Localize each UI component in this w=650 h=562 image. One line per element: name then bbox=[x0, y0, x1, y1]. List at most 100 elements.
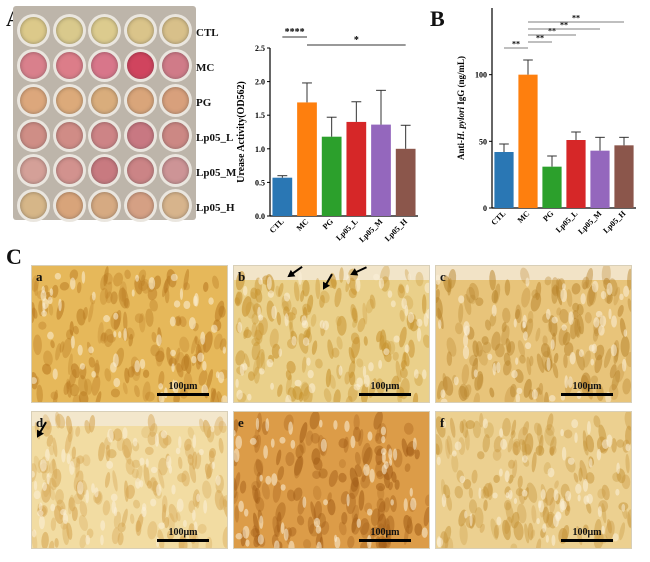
significance-label: **** bbox=[285, 27, 305, 38]
y-tick-label: 2.5 bbox=[255, 44, 265, 53]
micrograph-f: f 100μm bbox=[435, 411, 632, 549]
plate-well bbox=[88, 154, 121, 187]
x-tick-label: CTL bbox=[268, 217, 286, 235]
significance-label: ** bbox=[560, 21, 568, 30]
y-tick-label: 100 bbox=[475, 71, 487, 80]
plate-well bbox=[123, 49, 157, 82]
panel-label-b: B bbox=[430, 6, 445, 31]
y-axis-label: Urease Activity(OD562) bbox=[236, 81, 247, 183]
plate-well bbox=[52, 154, 86, 187]
plate-well bbox=[123, 154, 157, 187]
x-tick-label: Lp05_M bbox=[576, 209, 603, 236]
micrograph-letter: e bbox=[238, 415, 244, 430]
micrograph-letter: d bbox=[36, 415, 44, 430]
plate-well bbox=[17, 189, 50, 222]
panel-label-c: C bbox=[6, 244, 22, 269]
plate-well bbox=[159, 84, 192, 117]
scale-bar: 100μm bbox=[359, 527, 411, 542]
plate-row-label: MC bbox=[196, 62, 215, 74]
bar bbox=[272, 177, 293, 216]
significance-label: ** bbox=[572, 14, 580, 23]
x-tick-label: Lp05_H bbox=[383, 217, 410, 243]
plate-row-label: PG bbox=[196, 97, 212, 109]
plate-well bbox=[159, 119, 192, 152]
plate-well bbox=[123, 14, 157, 47]
plate-well bbox=[88, 14, 121, 47]
bar bbox=[614, 145, 634, 208]
x-tick-label: Lp05_L bbox=[554, 209, 580, 235]
bar bbox=[321, 136, 342, 216]
micrograph-d: d 100μm bbox=[31, 411, 228, 549]
arrow-icon bbox=[323, 273, 333, 290]
arrow-icon bbox=[287, 266, 303, 278]
x-tick-label: PG bbox=[541, 209, 555, 223]
significance-label: ** bbox=[548, 27, 556, 36]
x-tick-label: CTL bbox=[489, 209, 507, 227]
arrow-icon bbox=[37, 421, 47, 438]
y-tick-label: 0.0 bbox=[255, 212, 265, 221]
micrograph-letter: f bbox=[440, 415, 445, 430]
scale-bar: 100μm bbox=[157, 381, 209, 396]
x-tick-label: Lp05_M bbox=[357, 217, 384, 243]
plate-well bbox=[17, 119, 50, 152]
plate-well bbox=[52, 84, 86, 117]
bar bbox=[494, 152, 514, 208]
micrograph-e: e 100μm bbox=[233, 411, 430, 549]
bar bbox=[346, 121, 367, 216]
y-tick-label: 2.0 bbox=[255, 78, 265, 87]
plate-well bbox=[17, 154, 50, 187]
micrograph-letter: c bbox=[440, 269, 446, 284]
plate-well bbox=[17, 14, 50, 47]
y-tick-label: 1.5 bbox=[255, 111, 265, 120]
plate-well bbox=[123, 84, 157, 117]
bar bbox=[542, 166, 562, 208]
micrograph-letter: a bbox=[36, 269, 43, 284]
scale-bar-label: 100μm bbox=[572, 381, 602, 392]
x-tick-label: Lp05_L bbox=[334, 217, 360, 243]
x-tick-label: MC bbox=[516, 209, 532, 225]
y-tick-label: 50 bbox=[479, 137, 487, 146]
plate-well bbox=[123, 119, 157, 152]
scale-bar: 100μm bbox=[359, 381, 411, 396]
scale-bar-label: 100μm bbox=[572, 527, 602, 538]
significance-label: ** bbox=[536, 34, 544, 43]
scale-bar: 100μm bbox=[561, 381, 613, 396]
micrograph-letter: b bbox=[238, 269, 246, 284]
x-tick-label: PG bbox=[321, 217, 335, 231]
arrow-icon bbox=[350, 266, 367, 276]
well-plate-photo bbox=[13, 6, 196, 222]
plate-row-label: Lp05_L bbox=[196, 132, 234, 144]
y-tick-label: 1.0 bbox=[255, 145, 265, 154]
y-tick-label: 0 bbox=[483, 204, 487, 213]
plate-well bbox=[159, 14, 192, 47]
micrograph-c: c 100μm bbox=[435, 265, 632, 403]
plate-row-label: Lp05_H bbox=[196, 202, 235, 214]
plate-well bbox=[123, 189, 157, 222]
bar bbox=[566, 140, 586, 208]
bar bbox=[297, 102, 317, 216]
x-tick-label: Lp05_H bbox=[601, 209, 628, 236]
bar bbox=[371, 124, 391, 216]
y-tick-label: 0.5 bbox=[255, 178, 265, 187]
scale-bar: 100μm bbox=[157, 527, 209, 542]
plate-well bbox=[88, 49, 121, 82]
plate-well bbox=[88, 84, 121, 117]
plate-well bbox=[159, 49, 192, 82]
scale-bar-label: 100μm bbox=[370, 381, 400, 392]
scale-bar-label: 100μm bbox=[168, 381, 198, 392]
significance-label: * bbox=[354, 35, 359, 46]
plate-well bbox=[52, 14, 86, 47]
plate-well bbox=[52, 49, 86, 82]
bar bbox=[590, 150, 610, 208]
plate-well bbox=[88, 189, 121, 222]
y-axis-label: Anti-H. pylori IgG (ng/mL) bbox=[456, 56, 466, 160]
scale-bar: 100μm bbox=[561, 527, 613, 542]
plate-well bbox=[17, 49, 50, 82]
bar bbox=[395, 148, 416, 216]
micrograph-a: a 100μm bbox=[31, 265, 228, 403]
plate-well bbox=[52, 189, 86, 222]
plate-well bbox=[17, 84, 50, 117]
micrograph-b: b 100μm bbox=[233, 265, 430, 403]
scale-bar-label: 100μm bbox=[168, 527, 198, 538]
